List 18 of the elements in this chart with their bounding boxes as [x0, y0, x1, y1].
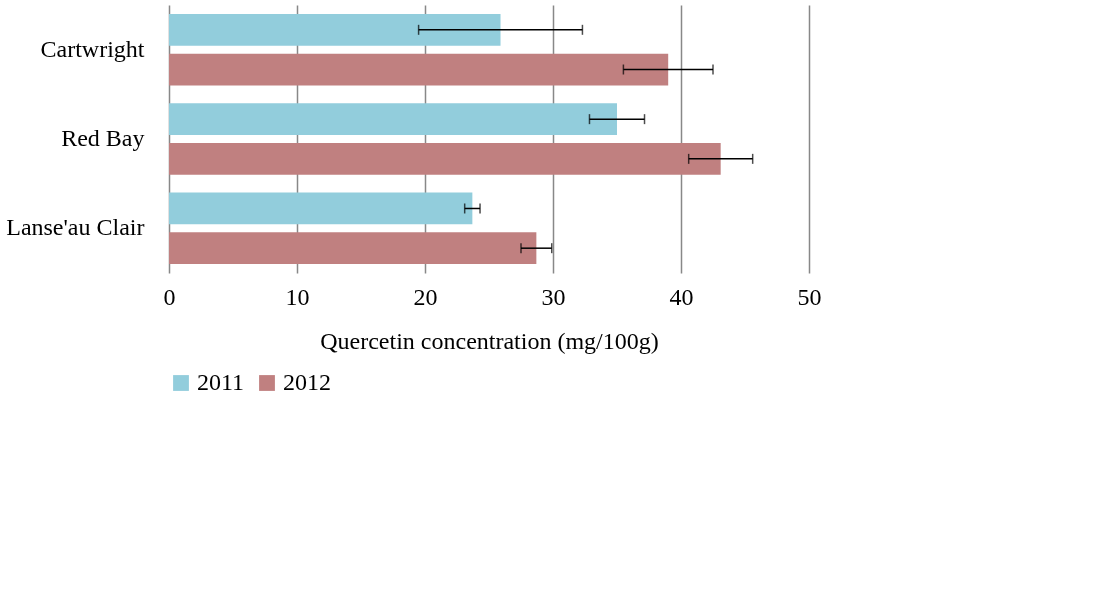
bar	[169, 142, 721, 175]
bar	[169, 53, 669, 86]
bar	[169, 103, 617, 136]
y-tick-label: Lanse'au Clair	[6, 214, 145, 241]
x-tick-label: 20	[413, 283, 438, 310]
legend-label: 2012	[283, 369, 331, 395]
legend-label: 2011	[197, 369, 245, 395]
x-axis-title: Quercetin concentration (mg/100g)	[320, 327, 659, 354]
y-tick-label: Cartwright	[40, 35, 145, 62]
x-tick-label: 30	[541, 283, 566, 310]
x-tick-label: 10	[285, 283, 310, 310]
x-tick-label: 0	[163, 283, 176, 310]
bar	[169, 192, 473, 225]
x-tick-label: 40	[669, 283, 694, 310]
bar	[169, 232, 537, 265]
bar	[169, 13, 501, 46]
y-tick-label: Red Bay	[61, 125, 145, 151]
x-tick-label: 50	[797, 283, 822, 310]
